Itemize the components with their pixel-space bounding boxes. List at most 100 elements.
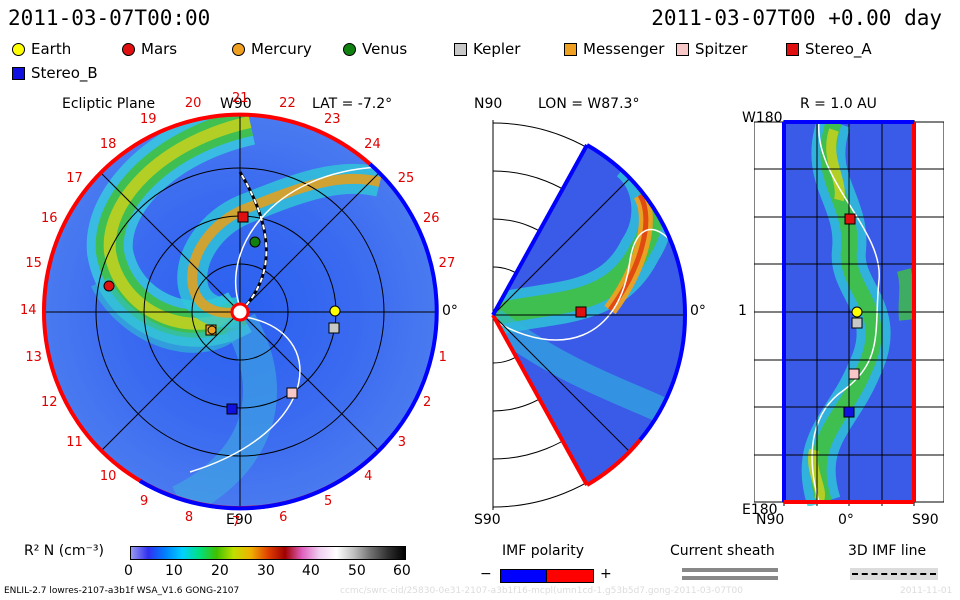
current-sheath-swatch-1 (682, 568, 778, 572)
radial-mid-label: 1 (738, 303, 747, 319)
earth-radial-marker (851, 306, 863, 318)
legend-earth-label: Earth (31, 40, 72, 58)
rotation-number: 13 (25, 350, 42, 366)
meridional-imf-line (493, 228, 671, 341)
meridional-edge-north (491, 144, 589, 316)
kepler-marker-icon (454, 42, 467, 56)
rotation-number: 20 (184, 96, 202, 112)
ecliptic-title: Ecliptic Plane (62, 96, 156, 112)
density-stream-south (172, 313, 277, 508)
rotation-number: 19 (140, 111, 157, 127)
colorbar-tick: 40 (302, 563, 320, 579)
rotation-number: 12 (40, 394, 58, 410)
legend-mercury: Mercury (232, 40, 312, 58)
legend-earth: Earth (12, 40, 71, 58)
radial-x-right: S90 (912, 512, 939, 528)
stereo-b-marker (226, 403, 238, 415)
radial-stream-right (897, 268, 914, 321)
polarity-minus: − (480, 566, 492, 582)
meridional-grid-diag-2 (493, 314, 631, 453)
imf-line-swatch (852, 573, 936, 575)
polarity-plus: + (600, 566, 612, 582)
stereo-b-radial-marker (843, 406, 855, 418)
legend-spitzer: Spitzer (676, 40, 747, 58)
stereo-a-marker-icon (786, 42, 799, 56)
meridional-top-label: N90 (474, 96, 503, 112)
legend-kepler-label: Kepler (473, 40, 521, 58)
legend-spitzer-label: Spitzer (695, 40, 748, 58)
stereo-a-radial-marker (844, 213, 856, 225)
rotation-number: 6 (279, 509, 288, 525)
rotation-number: 7 (232, 515, 241, 530)
rotation-number: 23 (323, 111, 341, 127)
stereo-a-marker (237, 211, 249, 223)
spitzer-marker-icon (676, 42, 689, 56)
meridional-polarity-positive-2 (585, 438, 642, 487)
radial-map-plot (754, 120, 944, 506)
mars-marker (103, 280, 115, 292)
meridional-lon-label: LON = W87.3° (538, 96, 640, 112)
messenger-marker-icon (564, 42, 577, 56)
rotation-number: 3 (397, 435, 407, 451)
ecliptic-bottom-label: E90 (226, 512, 253, 528)
colorbar-tick: 60 (393, 563, 411, 579)
meridional-bottom-label: S90 (474, 512, 501, 528)
meridional-plane-plot (491, 120, 688, 510)
meridional-grid-diag-1 (493, 177, 631, 316)
density-stream-lower (91, 277, 248, 353)
meridional-stream-peak (607, 193, 649, 312)
stereo-a-meridional-marker (575, 306, 587, 318)
earth-marker (329, 305, 341, 317)
mercury-marker (207, 325, 217, 335)
rotation-number: 18 (99, 137, 117, 153)
ecliptic-right-label: 0° (442, 303, 458, 319)
radial-imf-line (811, 121, 880, 503)
rotation-number: 16 (40, 211, 58, 227)
meridional-right-label: 0° (690, 303, 706, 319)
rotation-number: 24 (364, 137, 381, 153)
date-watermark: 2011-11-01 (900, 586, 953, 596)
polarity-positive-swatch (546, 569, 594, 583)
date-offset-title: 2011-03-07T00 +0.00 day (651, 6, 942, 30)
current-sheath-dash (239, 171, 268, 313)
legend-mars: Mars (122, 40, 177, 58)
rotation-number: 5 (323, 494, 333, 509)
rotation-number: 25 (397, 170, 415, 186)
density-stream-outer-core (103, 116, 252, 330)
ecliptic-top-label: W90 (220, 96, 252, 112)
colorbar-tick: 0 (124, 563, 133, 579)
colorbar-tick: 20 (211, 563, 229, 579)
legend-mars-label: Mars (141, 40, 178, 58)
radial-title: R = 1.0 AU (800, 96, 877, 112)
date-title: 2011-03-07T00:00 (8, 6, 211, 30)
venus-marker (249, 236, 261, 248)
current-sheath-label: Current sheath (670, 543, 775, 559)
radial-x-left: N90 (756, 512, 785, 528)
current-sheath-swatch-2 (682, 576, 778, 580)
meridional-polarity-negative-2 (638, 314, 688, 442)
density-colorbar (130, 546, 406, 560)
colorbar-tick: 30 (257, 563, 275, 579)
colorbar-tick: 50 (348, 563, 366, 579)
kepler-marker (328, 322, 340, 334)
meridional-polarity-positive (491, 314, 589, 486)
stereo-b-marker-icon (12, 66, 25, 80)
imf-line-label: 3D IMF line (848, 543, 927, 559)
rotation-number: 2 (423, 394, 432, 410)
legend-mercury-label: Mercury (251, 40, 312, 58)
radial-x-mid: 0° (838, 512, 854, 528)
legend-stereo-a: Stereo_A (786, 40, 872, 58)
rotation-number: 26 (423, 211, 440, 227)
imf-polarity-label: IMF polarity (502, 543, 585, 559)
rotation-number: 10 (99, 468, 117, 484)
legend-kepler: Kepler (454, 40, 520, 58)
legend-stereo-b: Stereo_B (12, 64, 98, 82)
ecliptic-lat-label: LAT = -7.2° (312, 96, 393, 112)
venus-marker-icon (343, 42, 356, 56)
kepler-radial-marker (851, 317, 863, 329)
legend-venus-label: Venus (362, 40, 408, 58)
legend-stereo-b-label: Stereo_B (31, 64, 98, 82)
spitzer-radial-marker (848, 368, 860, 380)
imf-line-north (235, 166, 381, 308)
meridional-polarity-negative (586, 143, 688, 316)
